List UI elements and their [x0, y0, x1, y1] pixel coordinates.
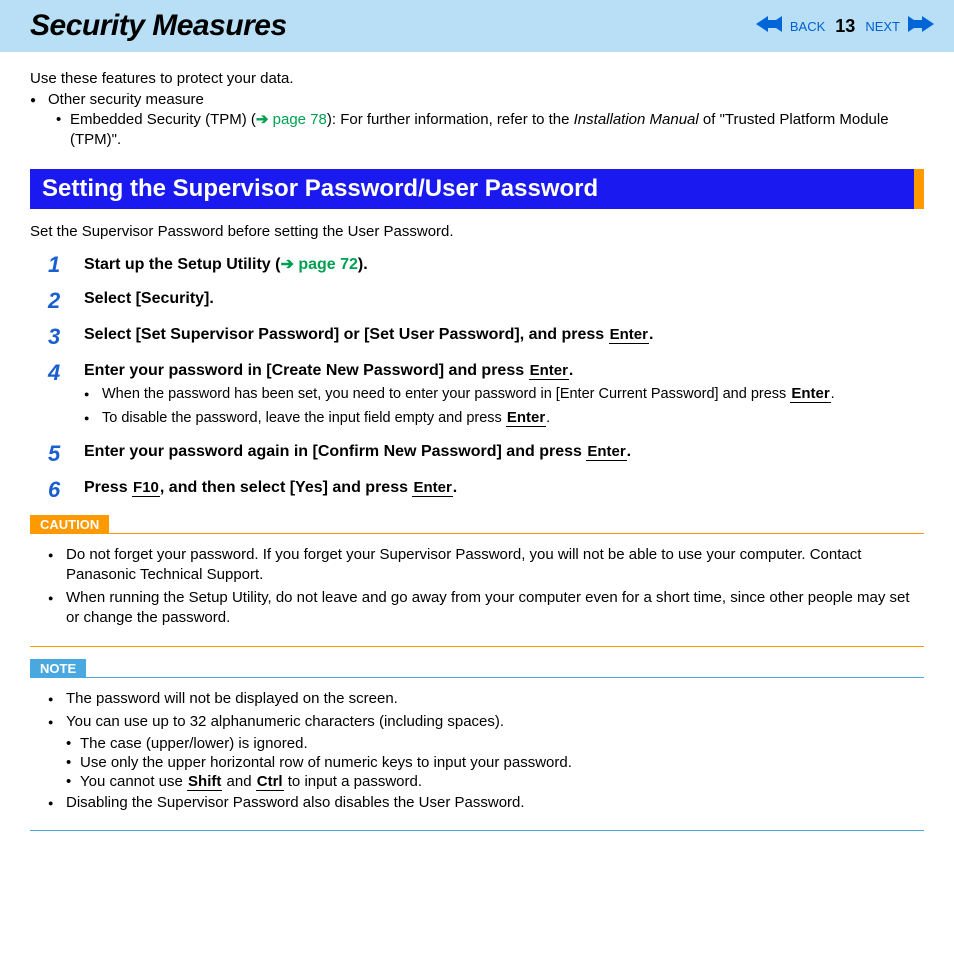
- page-number: 13: [835, 16, 855, 37]
- note-item: The password will not be displayed on th…: [48, 689, 924, 709]
- note-callout: NOTE The password will not be displayed …: [30, 659, 924, 832]
- intro-bullet: Other security measure: [30, 91, 924, 108]
- key-label: Enter: [529, 362, 569, 380]
- step-number: 6: [30, 479, 84, 501]
- step-title: Select [Security].: [84, 290, 924, 312]
- step-title: Start up the Setup Utility (➔ page 72).: [84, 256, 368, 273]
- text: and: [222, 773, 255, 790]
- text: .: [569, 362, 573, 379]
- section-header: Setting the Supervisor Password/User Pas…: [30, 169, 924, 209]
- text: Enter your password in [Create New Passw…: [84, 362, 529, 379]
- key-label: Enter: [790, 385, 830, 403]
- text: .: [831, 386, 835, 402]
- back-button[interactable]: BACK: [790, 19, 825, 34]
- step-number: 1: [30, 254, 84, 276]
- step: 6 Press F10, and then select [Yes] and p…: [30, 479, 924, 501]
- page-content: Use these features to protect your data.…: [0, 52, 954, 861]
- text: .: [649, 326, 653, 343]
- divider: [109, 533, 924, 534]
- step-body: Start up the Setup Utility (➔ page 72).: [84, 254, 924, 276]
- key-label: Ctrl: [256, 773, 284, 791]
- step-number: 5: [30, 443, 84, 465]
- note-sub: Use only the upper horizontal row of num…: [48, 754, 924, 771]
- divider: [86, 677, 924, 678]
- callout-body: Do not forget your password. If you forg…: [30, 534, 924, 636]
- page-title: Security Measures: [30, 9, 287, 43]
- step: 5 Enter your password again in [Confirm …: [30, 443, 924, 465]
- step-sub: When the password has been set, you need…: [84, 384, 924, 405]
- key-label: Enter: [609, 326, 649, 344]
- text: ): For further information, refer to the: [327, 111, 574, 128]
- note-item: You can use up to 32 alphanumeric charac…: [48, 712, 924, 732]
- page-link[interactable]: page 72: [298, 256, 358, 273]
- step-sub: To disable the password, leave the input…: [84, 408, 924, 429]
- text: Select [Set Supervisor Password] or [Set…: [84, 326, 609, 343]
- text: to input a password.: [284, 773, 422, 790]
- text: .: [453, 479, 457, 496]
- note-label: NOTE: [30, 659, 86, 678]
- note-item: Disabling the Supervisor Password also d…: [48, 793, 924, 813]
- page-nav: BACK 13 NEXT: [756, 16, 934, 37]
- step-body: Enter your password in [Create New Passw…: [84, 362, 924, 429]
- next-arrow-icon[interactable]: [906, 16, 934, 36]
- next-button[interactable]: NEXT: [865, 19, 900, 34]
- text: ).: [358, 256, 368, 273]
- step-title: Enter your password in [Create New Passw…: [84, 362, 924, 380]
- section-intro: Set the Supervisor Password before setti…: [30, 223, 924, 240]
- note-sub: You cannot use Shift and Ctrl to input a…: [48, 773, 924, 790]
- text: To disable the password, leave the input…: [102, 410, 506, 426]
- divider: [30, 830, 924, 831]
- caution-callout: CAUTION Do not forget your password. If …: [30, 515, 924, 647]
- caution-label: CAUTION: [30, 515, 109, 534]
- step: 1 Start up the Setup Utility (➔ page 72)…: [30, 254, 924, 276]
- step: 3 Select [Set Supervisor Password] or [S…: [30, 326, 924, 348]
- caution-item: When running the Setup Utility, do not l…: [48, 588, 924, 629]
- text: .: [546, 410, 550, 426]
- text: You cannot use: [80, 773, 187, 790]
- callout-header: CAUTION: [30, 515, 924, 534]
- step-number: 4: [30, 362, 84, 429]
- text: Start up the Setup Utility (: [84, 256, 280, 273]
- text: Enter your password again in [Confirm Ne…: [84, 443, 586, 460]
- text: Press: [84, 479, 132, 496]
- text: , and then select [Yes] and press: [160, 479, 413, 496]
- key-label: Shift: [187, 773, 222, 791]
- step-title: Enter your password again in [Confirm Ne…: [84, 443, 924, 465]
- callout-header: NOTE: [30, 659, 924, 678]
- step: 2 Select [Security].: [30, 290, 924, 312]
- step-title: Select [Set Supervisor Password] or [Set…: [84, 326, 924, 348]
- intro-text: Use these features to protect your data.: [30, 70, 924, 87]
- key-label: Enter: [412, 479, 452, 497]
- link-arrow-icon: ➔: [256, 111, 273, 128]
- key-label: Enter: [506, 409, 546, 427]
- manual-title: Installation Manual: [574, 111, 699, 128]
- page-link[interactable]: page 78: [273, 111, 327, 128]
- caution-item: Do not forget your password. If you forg…: [48, 545, 924, 586]
- note-sub: The case (upper/lower) is ignored.: [48, 735, 924, 752]
- step-number: 3: [30, 326, 84, 348]
- divider: [30, 646, 924, 647]
- key-label: F10: [132, 479, 160, 497]
- intro-sub-bullet: Embedded Security (TPM) (➔ page 78): For…: [30, 110, 924, 151]
- text: Embedded Security (TPM) (: [70, 111, 256, 128]
- page-header: Security Measures BACK 13 NEXT: [0, 0, 954, 52]
- back-arrow-icon[interactable]: [756, 16, 784, 36]
- text: When the password has been set, you need…: [102, 386, 790, 402]
- callout-body: The password will not be displayed on th…: [30, 678, 924, 821]
- step: 4 Enter your password in [Create New Pas…: [30, 362, 924, 429]
- text: .: [627, 443, 631, 460]
- link-arrow-icon: ➔: [280, 256, 298, 273]
- key-label: Enter: [586, 443, 626, 461]
- step-number: 2: [30, 290, 84, 312]
- step-title: Press F10, and then select [Yes] and pre…: [84, 479, 924, 501]
